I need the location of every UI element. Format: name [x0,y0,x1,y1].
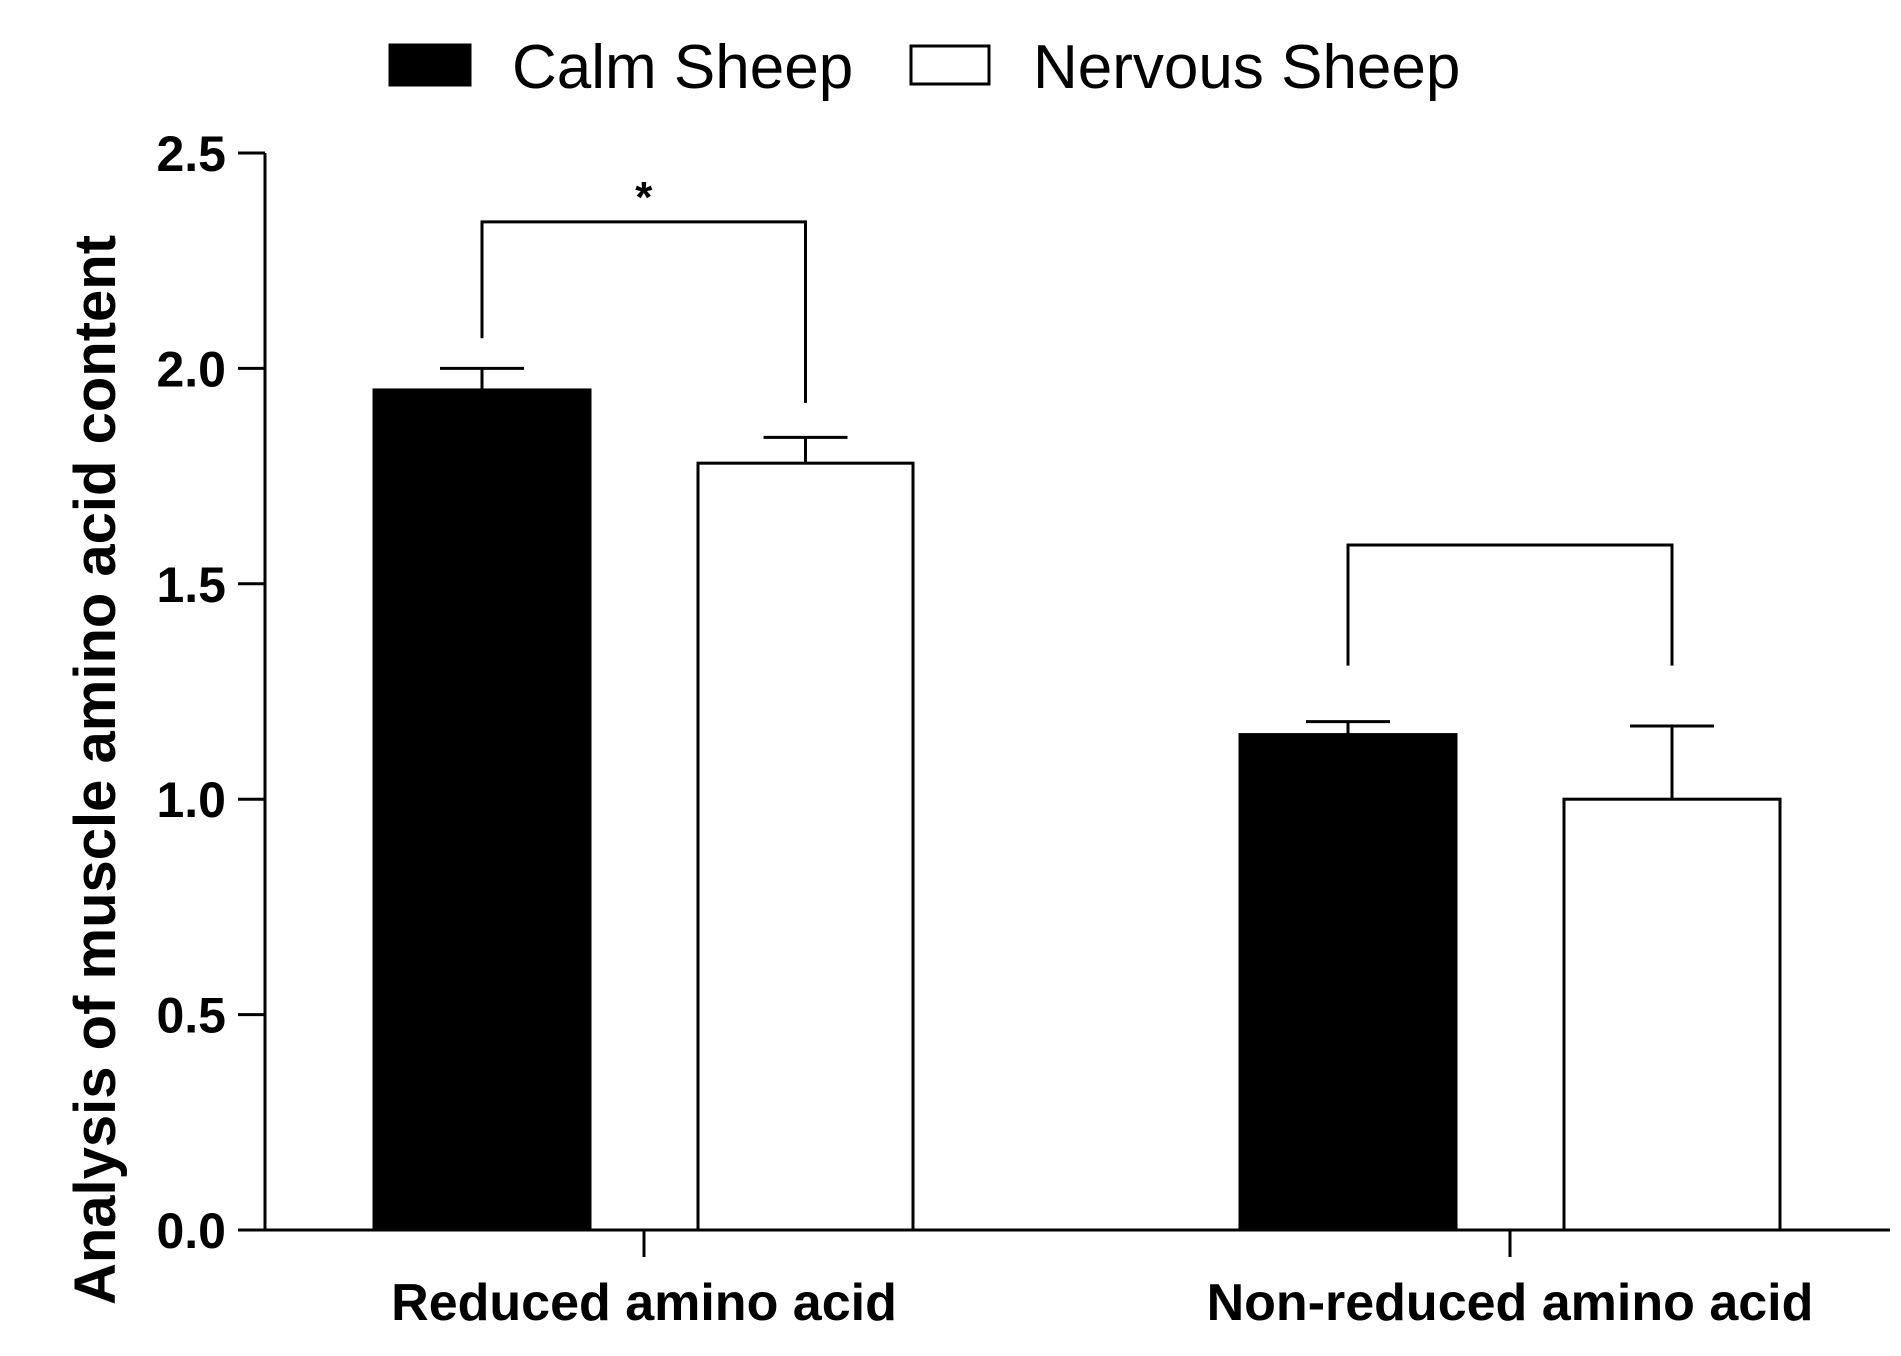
legend-swatch-calm-sheep [388,43,472,87]
legend-label-calm-sheep: Calm Sheep [512,33,853,102]
axes: 0.0 0.5 1.0 1.5 2.0 2.5 Reduced amino acid Non-… [156,126,1890,1332]
significance-bracket [1346,543,1674,666]
y-tick-label: 1.0 [156,772,226,828]
significance-bracket [480,220,807,403]
legend-swatch-nervous-sheep [909,44,991,86]
y-tick-label: 0.5 [156,988,226,1044]
bar-nervous-0 [696,461,915,1232]
error-bars [440,366,1714,800]
x-tick-label: Reduced amino acid [391,1274,897,1332]
bar-nervous-1 [1562,797,1782,1232]
bar-calm-0 [372,388,592,1232]
legend-label-nervous-sheep: Nervous Sheep [1033,33,1460,102]
bars [372,388,1782,1232]
y-tick-label: 2.5 [156,126,226,182]
significance-label: * [635,173,653,222]
y-tick-label: 0.0 [156,1203,226,1259]
legend: Calm Sheep Nervous Sheep [388,33,1460,102]
y-tick-label: 2.0 [156,341,226,397]
x-tick-label: Non-reduced amino acid [1207,1274,1814,1332]
y-axis-title: Analysis of muscle amino acid content [63,235,128,1305]
bar-calm-1 [1238,733,1458,1232]
significance-brackets: * [480,173,1674,666]
y-tick-label: 1.5 [156,557,226,613]
